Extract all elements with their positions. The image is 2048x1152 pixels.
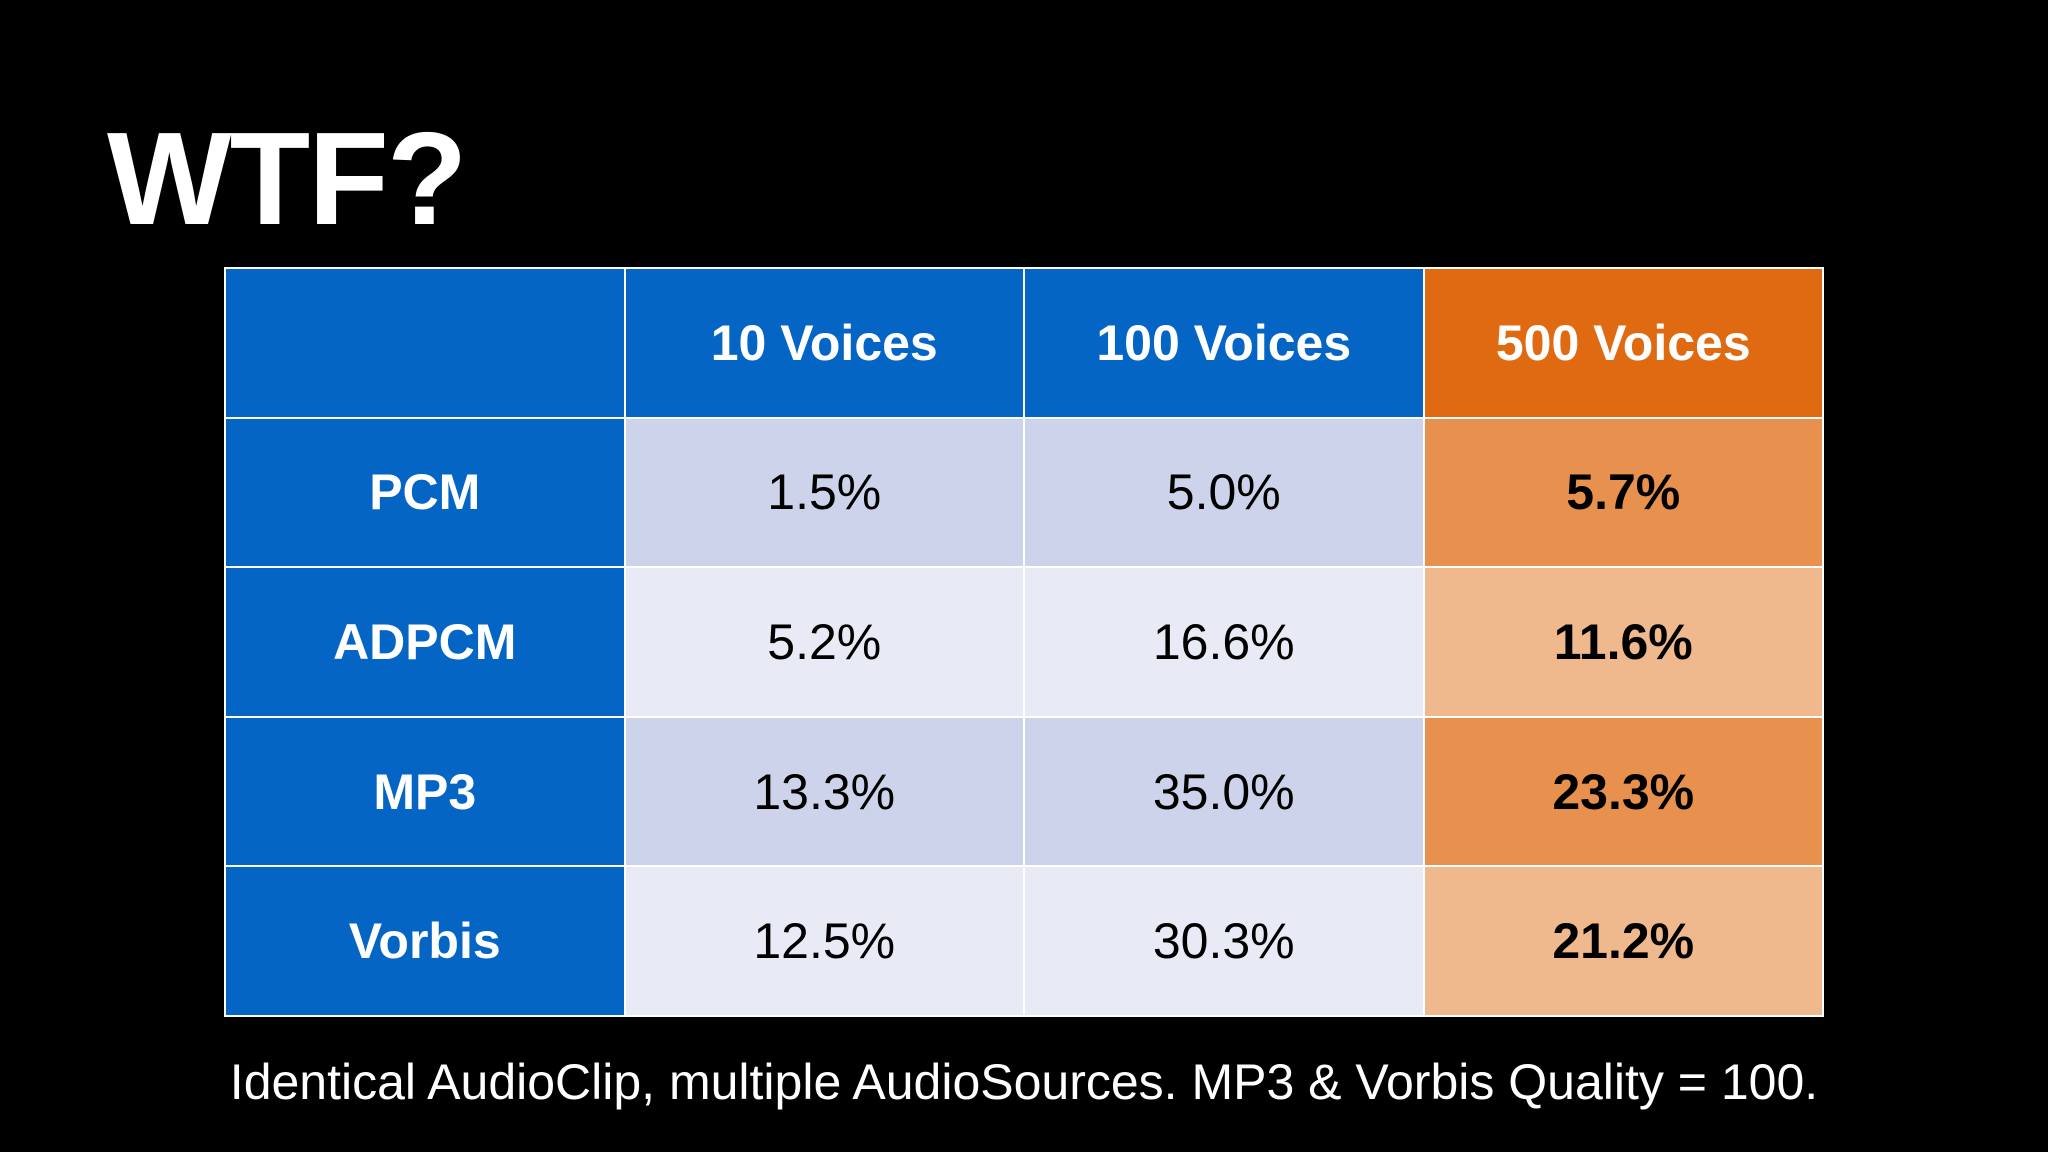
table-cell-highlight: 5.7% xyxy=(1422,416,1824,569)
row-header-adpcm: ADPCM xyxy=(224,566,626,718)
table-cell: 1.5% xyxy=(623,416,1025,569)
table-cell: 30.3% xyxy=(1023,865,1425,1017)
results-table-container: 10 Voices 100 Voices 500 Voices PCM 1.5%… xyxy=(224,267,1824,1017)
results-table: 10 Voices 100 Voices 500 Voices PCM 1.5%… xyxy=(224,267,1824,1017)
table-cell: 12.5% xyxy=(623,865,1025,1017)
table-cell: 5.2% xyxy=(623,566,1025,718)
table-row-adpcm: ADPCM 5.2% 16.6% 11.6% xyxy=(224,566,1824,718)
table-cell-highlight: 21.2% xyxy=(1422,865,1824,1017)
table-row-vorbis: Vorbis 12.5% 30.3% 21.2% xyxy=(224,865,1824,1017)
table-cell-highlight: 23.3% xyxy=(1422,715,1824,868)
slide-title: WTF? xyxy=(107,105,467,252)
table-cell: 16.6% xyxy=(1023,566,1425,718)
column-header-500-voices: 500 Voices xyxy=(1422,267,1824,419)
row-header-pcm: PCM xyxy=(224,416,626,569)
row-header-mp3: MP3 xyxy=(224,715,626,868)
table-cell: 35.0% xyxy=(1023,715,1425,868)
column-header-10-voices: 10 Voices xyxy=(623,267,1025,419)
slide-caption: Identical AudioClip, multiple AudioSourc… xyxy=(229,1054,1819,1110)
table-cell: 5.0% xyxy=(1023,416,1425,569)
table-cell-highlight: 11.6% xyxy=(1422,566,1824,718)
row-header-vorbis: Vorbis xyxy=(224,865,626,1017)
column-header-100-voices: 100 Voices xyxy=(1023,267,1425,419)
table-row-pcm: PCM 1.5% 5.0% 5.7% xyxy=(224,416,1824,569)
table-cell: 13.3% xyxy=(623,715,1025,868)
table-corner-cell xyxy=(224,267,626,419)
table-row-mp3: MP3 13.3% 35.0% 23.3% xyxy=(224,715,1824,868)
table-header-row: 10 Voices 100 Voices 500 Voices xyxy=(224,267,1824,419)
